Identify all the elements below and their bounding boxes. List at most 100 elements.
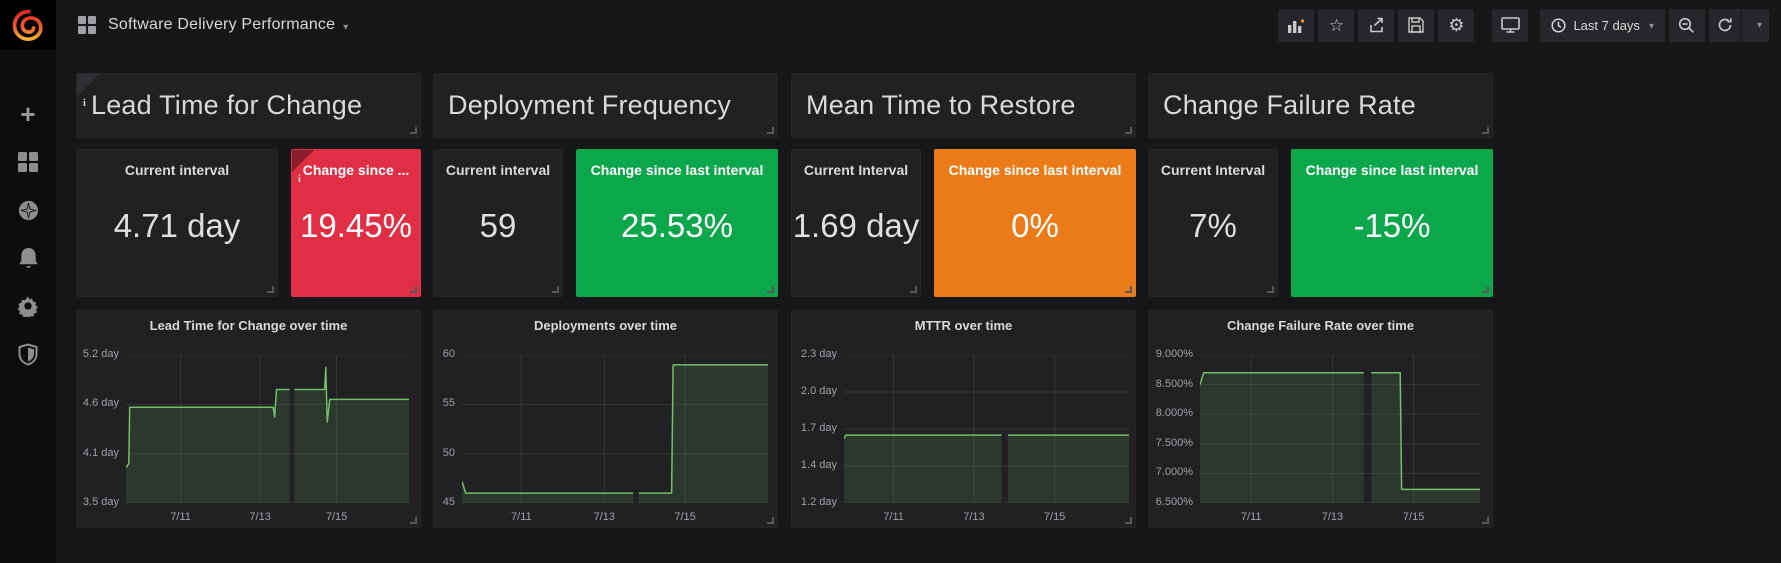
y-axis-tick-label: 8.500% (1155, 377, 1193, 390)
panel-info-corner[interactable]: i (77, 74, 99, 109)
x-axis-tick-label: 7/15 (325, 511, 348, 523)
panel-resize-handle[interactable] (267, 286, 274, 293)
panel-resize-handle[interactable] (1125, 127, 1132, 134)
sidebar-item-alerting[interactable] (16, 246, 40, 270)
sidebar: + (0, 50, 56, 563)
stat-panel: Change since last interval 25.53% (576, 149, 778, 297)
graph-panel: Lead Time for Change over time 5.2 day 4.6… (76, 310, 421, 528)
time-range-label: Last 7 days (1573, 17, 1640, 33)
stat-panel-title[interactable]: Current Interval (803, 162, 909, 178)
stat-panel-value: 0% (1011, 207, 1059, 244)
stat-panel-title[interactable]: Change since last interval (1305, 162, 1479, 178)
add-panel-button[interactable] (1278, 8, 1315, 42)
alerting-bell-icon (18, 247, 38, 268)
panel-resize-handle[interactable] (910, 286, 917, 293)
y-axis-tick-label: 2.0 day (800, 385, 837, 397)
graph-panel-title[interactable]: Deployments over time (533, 318, 678, 333)
y-axis-tick-label: 4.6 day (82, 397, 119, 410)
refresh-button[interactable]: ▾ (1708, 8, 1769, 42)
add-panel-icon (1287, 19, 1304, 33)
y-axis-tick-label: 3.5 day (82, 496, 119, 508)
time-range-picker[interactable]: Last 7 days ▾ (1540, 8, 1665, 42)
y-axis-tick-label: 45 (442, 496, 455, 508)
stat-panel-title[interactable]: Current Interval (1160, 162, 1266, 178)
sidebar-item-server-admin[interactable] (16, 342, 40, 366)
apps-grid-icon (78, 16, 96, 34)
info-icon: i (298, 174, 301, 185)
panel-resize-handle[interactable] (410, 127, 417, 134)
star-dashboard-button[interactable]: ☆ (1318, 8, 1355, 42)
panel-resize-handle[interactable] (1482, 286, 1489, 293)
y-axis-tick-label: 5.2 day (82, 348, 119, 360)
x-axis-tick-label: 7/11 (883, 511, 904, 523)
panel-resize-handle[interactable] (1125, 286, 1132, 293)
grafana-logo-button[interactable] (0, 0, 56, 50)
stat-panel-value: 1.69 day (792, 207, 920, 244)
graph-plot-area[interactable] (1199, 354, 1480, 504)
graph-plot-area[interactable] (843, 354, 1129, 504)
sidebar-item-configuration[interactable] (16, 294, 40, 318)
stat-panel-title[interactable]: Current interval (445, 162, 551, 178)
grafana-logo-icon (12, 9, 43, 42)
cycle-view-button[interactable] (1492, 8, 1529, 42)
graph-panel-title[interactable]: Lead Time for Change over time (149, 318, 348, 333)
shield-icon (18, 342, 38, 366)
stat-panel: Change since last interval 0% (934, 149, 1136, 297)
share-dashboard-button[interactable] (1358, 8, 1395, 42)
stat-panel-title[interactable]: Current interval (124, 162, 230, 178)
graph-panel-title[interactable]: Change Failure Rate over time (1226, 318, 1415, 333)
graph-plot-area[interactable] (461, 354, 768, 504)
sidebar-item-explore[interactable] (16, 198, 40, 222)
y-axis-tick-label: 50 (442, 446, 455, 459)
y-axis-tick-label: 1.4 day (800, 459, 837, 471)
graph-panel: MTTR over time 2.3 day 2.0 day 1.7 day 1.4 d… (791, 310, 1136, 528)
time-series-chart (125, 354, 409, 504)
x-axis-tick-label: 7/15 (1043, 511, 1066, 523)
panel-info-corner[interactable]: i (292, 150, 314, 185)
clock-icon (1551, 17, 1566, 33)
stat-panel: Current Interval 1.69 day (791, 149, 921, 297)
y-axis-tick-label: 4.1 day (82, 446, 119, 459)
panel-resize-handle[interactable] (1125, 517, 1132, 524)
zoom-out-time-button[interactable] (1668, 8, 1705, 42)
save-dashboard-button[interactable] (1398, 8, 1435, 42)
graph-panel-title[interactable]: MTTR over time (914, 318, 1013, 333)
stat-panel: Change since ... 19.45% i (291, 149, 421, 297)
refresh-interval-dropdown[interactable]: ▾ (1740, 8, 1769, 42)
stat-panel-title[interactable]: Change since ... (302, 162, 410, 178)
y-axis-tick-label: 8.000% (1155, 407, 1193, 420)
y-axis-tick-label: 7.500% (1155, 436, 1193, 449)
panel-resize-handle[interactable] (767, 286, 774, 293)
stat-panel: Current Interval 7% (1148, 149, 1278, 297)
stat-panel-value: 4.71 day (113, 207, 241, 244)
panel-resize-handle[interactable] (1482, 127, 1489, 134)
panel-resize-handle[interactable] (1267, 286, 1274, 293)
dashboard-title-dropdown[interactable]: Software Delivery Performance ▾ (78, 16, 348, 34)
panel-resize-handle[interactable] (552, 286, 559, 293)
panel-resize-handle[interactable] (410, 517, 417, 524)
stat-panel-title[interactable]: Change since last interval (590, 162, 764, 178)
panel-resize-handle[interactable] (410, 286, 417, 293)
configuration-gear-icon (17, 296, 38, 317)
panel-resize-handle[interactable] (767, 517, 774, 524)
refresh-icon-wrap (1709, 17, 1741, 33)
x-axis-tick-label: 7/13 (963, 511, 985, 523)
sidebar-item-create[interactable]: + (16, 101, 40, 127)
save-icon (1408, 17, 1425, 33)
panel-resize-handle[interactable] (1482, 517, 1489, 524)
title-caret-down-icon: ▾ (343, 21, 349, 33)
y-axis-tick-label: 7.000% (1155, 466, 1193, 479)
metric-header-title: Change Failure Rate (1163, 90, 1416, 120)
y-axis-tick-label: 1.2 day (800, 496, 837, 508)
stat-panel-title[interactable]: Change since last interval (948, 162, 1122, 178)
dashboard-settings-button[interactable]: ⚙ (1438, 8, 1475, 42)
panel-resize-handle[interactable] (767, 127, 774, 134)
time-range-caret-icon: ▾ (1648, 20, 1654, 32)
refresh-caret-icon: ▾ (1756, 19, 1762, 31)
x-axis-tick-label: 7/13 (1321, 511, 1344, 523)
share-icon (1370, 17, 1383, 32)
text-panel-header: Deployment Frequency (433, 73, 778, 138)
sidebar-item-dashboards[interactable] (16, 150, 40, 174)
stat-panel-value: 25.53% (621, 207, 733, 244)
graph-plot-area[interactable] (125, 354, 409, 504)
